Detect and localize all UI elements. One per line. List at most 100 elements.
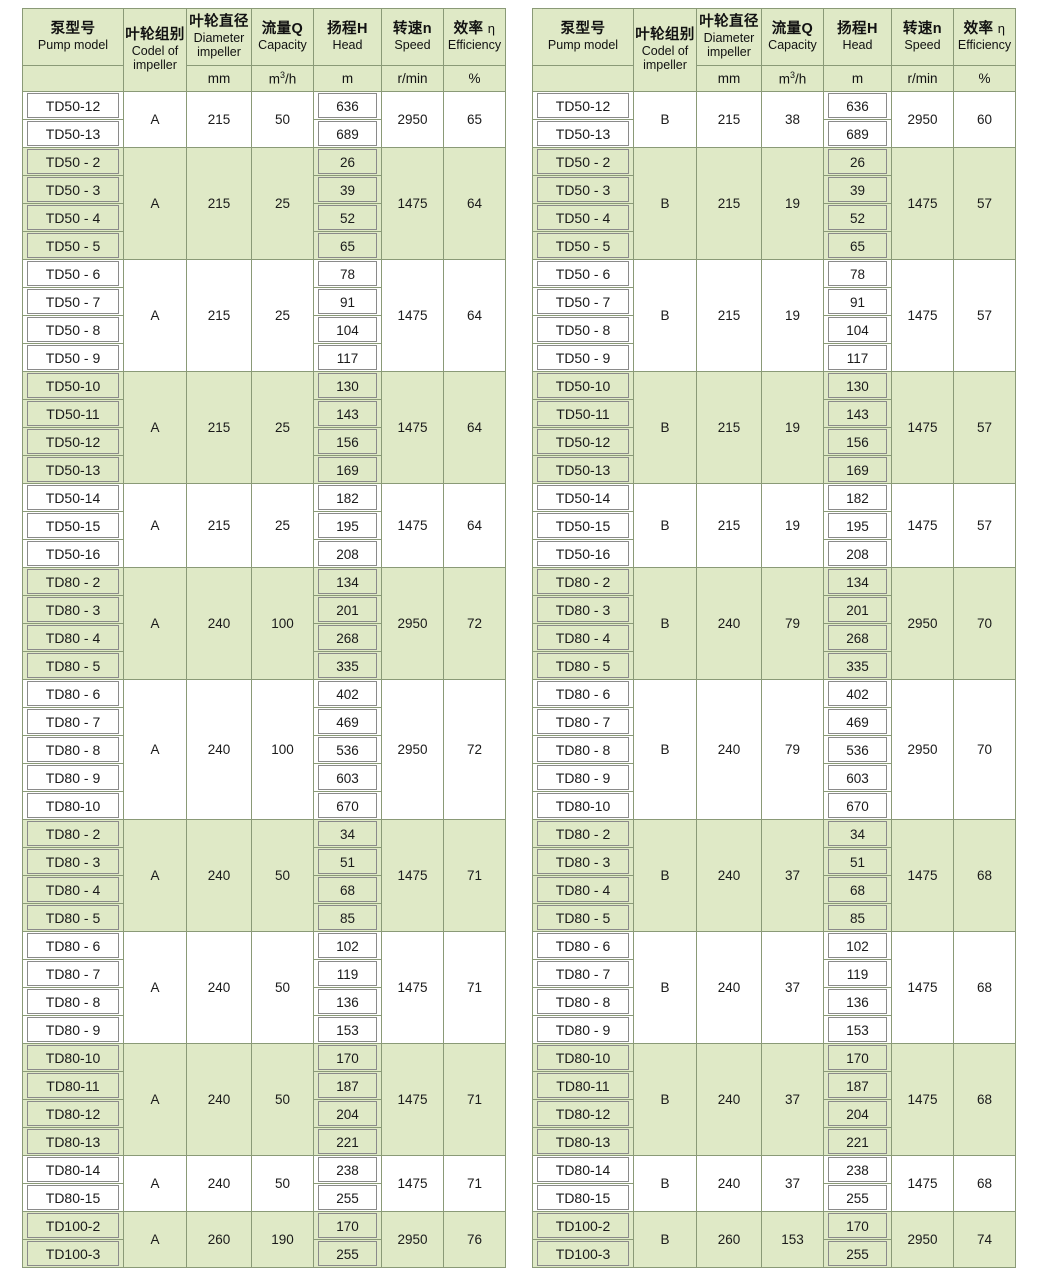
cell-capacity: 37: [761, 931, 824, 1044]
table-row[interactable]: TD80 - 8 136: [532, 987, 1016, 1016]
cell-efficiency: 64: [443, 371, 506, 484]
cell-speed: 1475: [381, 819, 444, 932]
cell-diameter: 240: [696, 567, 762, 680]
table-row[interactable]: TD50 - 4 52: [22, 203, 506, 232]
table-row[interactable]: TD80 - 7 469: [22, 707, 506, 736]
table-row[interactable]: TD50-12 B 215 38 636 2950 60: [532, 91, 1016, 148]
table-row[interactable]: TD80 - 3 51: [532, 847, 1016, 876]
table-row[interactable]: TD80 - 3 201: [532, 595, 1016, 624]
table-row[interactable]: TD50-14 B 215 19 182 1475 57: [532, 483, 1016, 568]
table-row[interactable]: TD50 - 6 A 215 25 78 1475 64: [22, 259, 506, 372]
table-row[interactable]: TD80 - 2 A 240 100 134 2950 72: [22, 567, 506, 680]
table-row[interactable]: TD50-12 156: [532, 427, 1016, 456]
table-row[interactable]: TD50-13 169: [532, 455, 1016, 484]
table-row[interactable]: TD50 - 5 65: [22, 231, 506, 260]
header-col-2: 叶轮直径 Diameter impeller: [696, 8, 762, 66]
header-unit-0: [532, 65, 634, 92]
table-row[interactable]: TD80 - 9 153: [22, 1015, 506, 1044]
table-row[interactable]: TD80 - 6 A 240 100 402 2950 72: [22, 679, 506, 820]
table-row[interactable]: TD80 - 5 85: [22, 903, 506, 932]
table-row[interactable]: TD80 - 8 536: [532, 735, 1016, 764]
table-row[interactable]: TD50-16 208: [532, 539, 1016, 568]
table-row[interactable]: TD80-14 B 240 37 238 1475 68: [532, 1155, 1016, 1212]
table-row[interactable]: TD50-12 A 215 50 636 2950 65: [22, 91, 506, 148]
table-row[interactable]: TD80 - 9 603: [22, 763, 506, 792]
table-row[interactable]: TD50 - 6 B 215 19 78 1475 57: [532, 259, 1016, 372]
table-row[interactable]: TD50-14 A 215 25 182 1475 64: [22, 483, 506, 568]
table-row[interactable]: TD80 - 5 85: [532, 903, 1016, 932]
table-row[interactable]: TD80-12 204: [22, 1099, 506, 1128]
cell-head: 187: [313, 1071, 382, 1100]
table-row[interactable]: TD50 - 3 39: [22, 175, 506, 204]
table-row[interactable]: TD50 - 9 117: [532, 343, 1016, 372]
header-cn-2: 叶轮直径: [699, 14, 759, 31]
table-row[interactable]: TD80 - 4 68: [22, 875, 506, 904]
cell-pump-model: TD100-3: [532, 1239, 634, 1268]
pump-table-right: 泵型号 Pump model 叶轮组别 Codel of impeller 叶轮直径 Dia…: [532, 8, 1016, 1268]
table-row[interactable]: TD80 - 2 B 240 79 134 2950 70: [532, 567, 1016, 680]
cell-capacity: 100: [251, 679, 314, 820]
table-row[interactable]: TD50-13 689: [532, 119, 1016, 148]
table-row[interactable]: TD80-10 B 240 37 170 1475 68: [532, 1043, 1016, 1156]
table-row[interactable]: TD80-10 A 240 50 170 1475 71: [22, 1043, 506, 1156]
cell-pump-model: TD50 - 2: [532, 147, 634, 176]
table-row[interactable]: TD80 - 9 153: [532, 1015, 1016, 1044]
cell-impeller-code: A: [123, 91, 187, 148]
table-row[interactable]: TD80 - 8 536: [22, 735, 506, 764]
table-row[interactable]: TD50-10 B 215 19 130 1475 57: [532, 371, 1016, 484]
header-en-1: Codel of: [641, 43, 689, 58]
table-row[interactable]: TD80-11 187: [22, 1071, 506, 1100]
table-row[interactable]: TD80-10 670: [532, 791, 1016, 820]
table-row[interactable]: TD80 - 3 201: [22, 595, 506, 624]
table-row[interactable]: TD80 - 8 136: [22, 987, 506, 1016]
table-row[interactable]: TD80 - 7 119: [532, 959, 1016, 988]
header-row-units: mm m3/h m r/min%: [532, 65, 1016, 92]
table-row[interactable]: TD80-11 187: [532, 1071, 1016, 1100]
table-row[interactable]: TD80-14 A 240 50 238 1475 71: [22, 1155, 506, 1212]
cell-head: 536: [313, 735, 382, 764]
table-row[interactable]: TD80 - 6 B 240 79 402 2950 70: [532, 679, 1016, 820]
table-row[interactable]: TD100-2 B 260 153 170 2950 74: [532, 1211, 1016, 1268]
cell-pump-model: TD80-11: [532, 1071, 634, 1100]
table-row[interactable]: TD80 - 5 335: [22, 651, 506, 680]
table-row[interactable]: TD80 - 6 A 240 50 102 1475 71: [22, 931, 506, 1044]
table-row[interactable]: TD50-15 195: [532, 511, 1016, 540]
header-unit-6: %: [443, 65, 506, 92]
table-row[interactable]: TD50-12 156: [22, 427, 506, 456]
cell-impeller-code: B: [633, 483, 697, 568]
table-row[interactable]: TD80 - 4 268: [22, 623, 506, 652]
table-row[interactable]: TD80-15 255: [22, 1183, 506, 1212]
table-row[interactable]: TD50-16 208: [22, 539, 506, 568]
table-row[interactable]: TD50 - 4 52: [532, 203, 1016, 232]
table-row[interactable]: TD80-10 670: [22, 791, 506, 820]
cell-head: 255: [313, 1183, 382, 1212]
table-row[interactable]: TD50 - 3 39: [532, 175, 1016, 204]
cell-diameter: 215: [186, 259, 252, 372]
table-row[interactable]: TD80 - 5 335: [532, 651, 1016, 680]
table-row[interactable]: TD100-2 A 260 190 170 2950 76: [22, 1211, 506, 1268]
table-row[interactable]: TD50 - 8 104: [22, 315, 506, 344]
table-row[interactable]: TD80 - 7 469: [532, 707, 1016, 736]
header-cn-1: 叶轮组别: [635, 27, 695, 44]
table-row[interactable]: TD50 - 2 B 215 19 26 1475 57: [532, 147, 1016, 260]
header-unit-0: [22, 65, 124, 92]
table-row[interactable]: TD80 - 9 603: [532, 763, 1016, 792]
table-row[interactable]: TD50 - 8 104: [532, 315, 1016, 344]
table-row[interactable]: TD50-10 A 215 25 130 1475 64: [22, 371, 506, 484]
table-row[interactable]: TD50-11 143: [532, 399, 1016, 428]
table-row[interactable]: TD50 - 2 A 215 25 26 1475 64: [22, 147, 506, 260]
header-col-6: 效率 η Efficiency: [953, 8, 1016, 66]
cell-efficiency: 57: [953, 371, 1016, 484]
table-row[interactable]: TD80-13 221: [22, 1127, 506, 1156]
table-row[interactable]: TD80 - 6 B 240 37 102 1475 68: [532, 931, 1016, 1044]
cell-capacity: 100: [251, 567, 314, 680]
table-row[interactable]: TD80 - 2 B 240 37 34 1475 68: [532, 819, 1016, 932]
table-row[interactable]: TD80 - 2 A 240 50 34 1475 71: [22, 819, 506, 932]
table-row[interactable]: TD80 - 7 119: [22, 959, 506, 988]
table-row[interactable]: TD50-13 169: [22, 455, 506, 484]
table-row[interactable]: TD80 - 4 68: [532, 875, 1016, 904]
cell-head: 26: [823, 147, 892, 176]
table-row[interactable]: TD50 - 7 91: [532, 287, 1016, 316]
table-row[interactable]: TD80-12 204: [532, 1099, 1016, 1128]
cell-speed: 1475: [891, 931, 954, 1044]
